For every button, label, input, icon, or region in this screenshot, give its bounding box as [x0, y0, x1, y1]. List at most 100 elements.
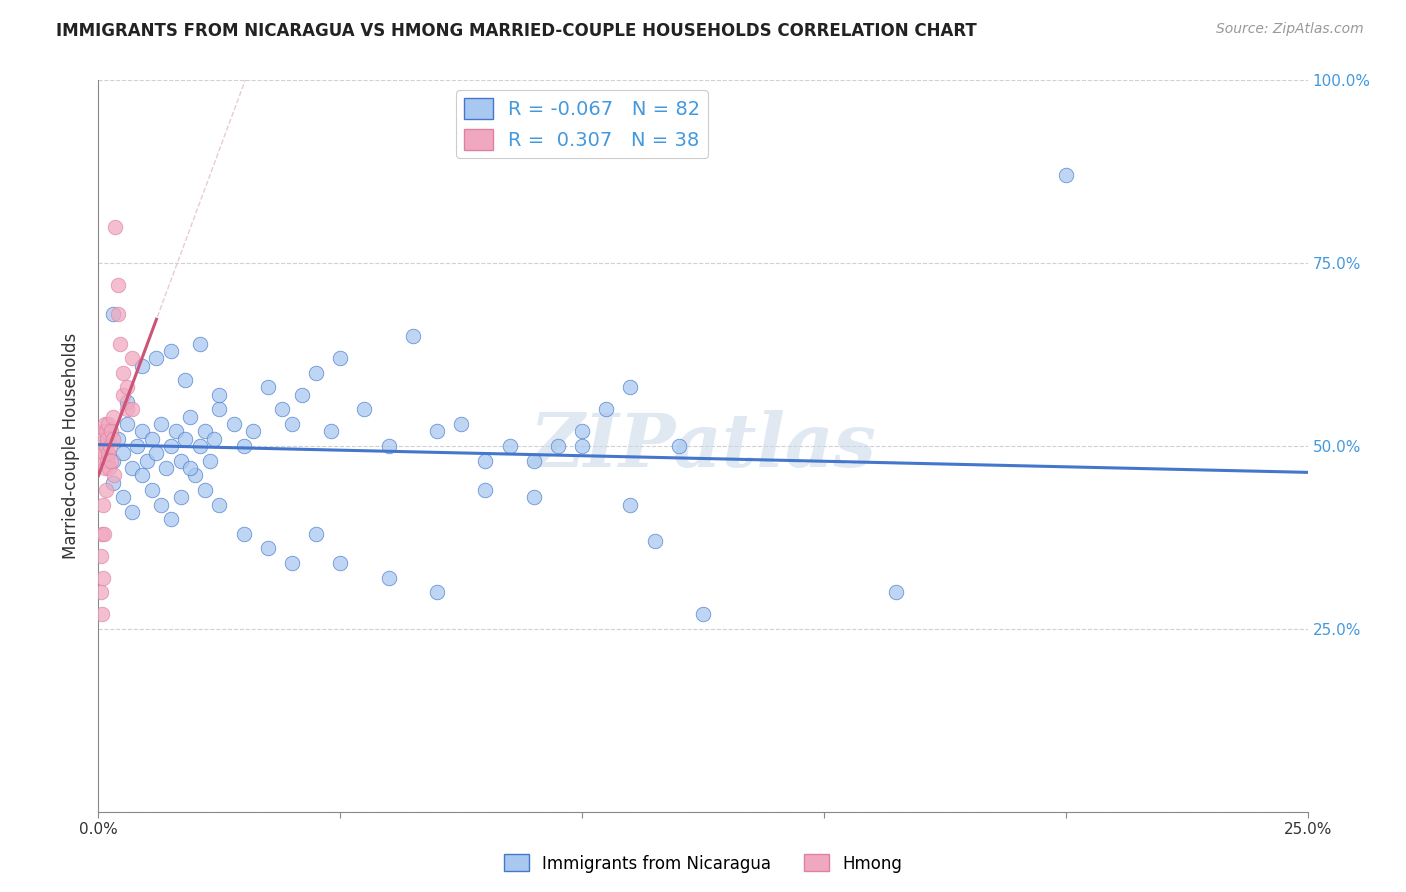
Point	[174, 432, 197, 446]
Point	[450, 417, 472, 431]
Point	[256, 380, 278, 394]
Point	[377, 571, 399, 585]
Point	[208, 402, 231, 417]
Point	[98, 439, 121, 453]
Point	[91, 439, 114, 453]
Point	[135, 453, 157, 467]
Point	[150, 417, 173, 431]
Text: IMMIGRANTS FROM NICARAGUA VS HMONG MARRIED-COUPLE HOUSEHOLDS CORRELATION CHART: IMMIGRANTS FROM NICARAGUA VS HMONG MARRI…	[56, 22, 977, 40]
Point	[96, 425, 118, 439]
Point	[107, 432, 129, 446]
Point	[886, 585, 908, 599]
Point	[91, 439, 114, 453]
Point	[232, 439, 254, 453]
Point	[121, 402, 143, 417]
Text: Source: ZipAtlas.com: Source: ZipAtlas.com	[1216, 22, 1364, 37]
Point	[194, 425, 217, 439]
Point	[595, 402, 617, 417]
Point	[204, 432, 226, 446]
Point	[93, 446, 115, 460]
Point	[150, 498, 173, 512]
Point	[377, 439, 399, 453]
Point	[165, 425, 187, 439]
Point	[222, 417, 245, 431]
Point	[93, 417, 115, 431]
Point	[97, 425, 120, 439]
Point	[474, 453, 496, 467]
Point	[668, 439, 690, 453]
Point	[91, 453, 114, 467]
Point	[91, 432, 114, 446]
Point	[111, 366, 134, 380]
Point	[91, 571, 114, 585]
Point	[242, 425, 264, 439]
Point	[121, 461, 143, 475]
Point	[94, 483, 117, 497]
Point	[208, 388, 231, 402]
Point	[571, 439, 593, 453]
Point	[305, 366, 328, 380]
Point	[131, 425, 153, 439]
Point	[281, 417, 304, 431]
Point	[305, 526, 328, 541]
Point	[121, 351, 143, 366]
Point	[96, 453, 118, 467]
Point	[100, 425, 122, 439]
Point	[174, 373, 197, 387]
Point	[160, 439, 183, 453]
Point	[232, 526, 254, 541]
Point	[474, 483, 496, 497]
Point	[94, 439, 117, 453]
Point	[145, 446, 167, 460]
Point	[141, 432, 163, 446]
Point	[353, 402, 375, 417]
Point	[93, 526, 115, 541]
Point	[619, 380, 641, 394]
Point	[571, 425, 593, 439]
Point	[1054, 169, 1077, 183]
Point	[523, 490, 546, 504]
Point	[169, 490, 191, 504]
Point	[91, 425, 114, 439]
Point	[179, 409, 201, 424]
Point	[271, 402, 294, 417]
Point	[97, 417, 120, 431]
Point	[523, 453, 546, 467]
Point	[198, 453, 221, 467]
Y-axis label: Married-couple Households: Married-couple Households	[62, 333, 80, 559]
Point	[91, 498, 114, 512]
Point	[160, 343, 183, 358]
Point	[90, 549, 112, 563]
Point	[101, 453, 124, 467]
Point	[117, 395, 139, 409]
Point	[97, 446, 120, 460]
Point	[319, 425, 342, 439]
Point	[194, 483, 217, 497]
Point	[692, 607, 714, 622]
Point	[127, 439, 149, 453]
Point	[188, 439, 211, 453]
Legend: Immigrants from Nicaragua, Hmong: Immigrants from Nicaragua, Hmong	[496, 847, 910, 880]
Point	[101, 409, 124, 424]
Point	[91, 526, 114, 541]
Point	[188, 336, 211, 351]
Point	[104, 219, 127, 234]
Point	[281, 556, 304, 570]
Point	[117, 402, 139, 417]
Point	[90, 607, 112, 622]
Point	[108, 336, 131, 351]
Text: ZIPatlas: ZIPatlas	[530, 409, 876, 483]
Point	[121, 505, 143, 519]
Point	[160, 512, 183, 526]
Point	[101, 307, 124, 321]
Point	[155, 461, 177, 475]
Point	[547, 439, 569, 453]
Point	[111, 388, 134, 402]
Point	[117, 417, 139, 431]
Point	[103, 468, 125, 483]
Point	[96, 432, 118, 446]
Point	[329, 351, 352, 366]
Point	[179, 461, 201, 475]
Point	[644, 534, 666, 549]
Point	[111, 490, 134, 504]
